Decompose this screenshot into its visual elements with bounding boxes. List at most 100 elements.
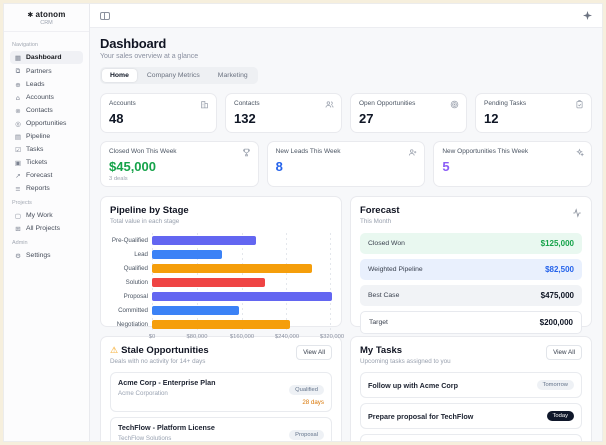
chart-bar-qualified[interactable] [152,263,313,273]
stale-view-all-button[interactable]: View All [296,345,332,360]
tickets-icon: ▣ [14,158,22,167]
forecast-title: Forecast [360,205,400,216]
bottom-panels: ⚠ Stale Opportunities Deals with no activ… [100,336,592,441]
tasks-subtitle: Upcoming tasks assigned to you [360,358,451,365]
stat-value: $45,000 [109,159,156,174]
leads-icon: ⊕ [15,80,21,89]
kpi-card-open-opportunities: Open Opportunities 27 [350,93,467,133]
forecast-subtitle: This Month [360,218,392,225]
kpi-value: 12 [484,111,499,126]
top-bar [90,4,602,28]
forecast-panel: Forecast This Month Closed Won $125,000 W… [350,196,592,334]
sidebar-item-accounts[interactable]: ⌂ Accounts [10,91,83,104]
chart-x-tick: $160,000 [229,334,255,340]
chart-x-tick: $0 [148,334,156,340]
stale-title: Stale Opportunities [121,345,209,356]
activity-icon [572,205,582,223]
tab-company-metrics[interactable]: Company Metrics [139,69,208,82]
sidebar-item-dashboard[interactable]: ▦ Dashboard [10,51,83,64]
sidebar-item-label: Reports [26,185,50,192]
sidebar-item-contacts[interactable]: ⊚ Contacts [10,104,83,117]
chart-bar-committed[interactable] [152,305,240,315]
forecast-row-best-case: Best Case $475,000 [360,285,582,306]
stat-value: 8 [275,159,283,174]
brand-logo-icon: ✱ [27,11,34,19]
due-badge: Tomorrow [536,380,574,390]
tab-home[interactable]: Home [102,69,137,82]
sidebar-item-label: Settings [26,252,51,259]
accounts-icon: ⌂ [15,93,21,102]
pipeline-chart: Pre-Qualified Lead Qualified Solution Propos… [110,233,344,341]
sidebar-item-reports[interactable]: ≡ Reports [10,182,83,195]
sidebar-item-label: Tickets [26,159,48,166]
sidebar-item-tasks[interactable]: ☑ Tasks [10,143,83,156]
brand-sub: CRM [40,20,53,26]
my-tasks-panel: My Tasks Upcoming tasks assigned to you … [350,336,592,441]
chart-bar-negotiation[interactable] [152,319,290,329]
tab-marketing[interactable]: Marketing [210,69,256,82]
task-item[interactable]: Follow up with Acme Corp Tomorrow [360,372,582,398]
sidebar-item-partners[interactable]: ⧉ Partners [10,64,83,78]
chart-category-label: Solution [125,278,148,286]
kpi-label: Accounts [109,100,136,107]
pipeline-title: Pipeline by Stage [110,205,189,216]
stat-card-closed-won: Closed Won This Week $45,000 3 deals [100,141,259,187]
warning-icon: ⚠ [110,345,119,356]
sidebar: ✱ atonom CRM Navigation ▦ Dashboard ⧉ Partn… [4,4,90,441]
opportunity-company: TechFlow Solutions [118,434,172,442]
page-title: Dashboard [100,36,167,51]
stale-item[interactable]: Acme Corp - Enterprise Plan Acme Corporat… [110,372,332,412]
task-item[interactable]: Schedule demo with Horizon Labs Feb 25 [360,434,582,441]
tasks-view-all-button[interactable]: View All [546,345,582,360]
task-title: Follow up with Acme Corp [368,380,458,390]
sidebar-item-all-projects[interactable]: ⊞ All Projects [10,222,83,235]
stale-item[interactable]: TechFlow - Platform License TechFlow Solu… [110,417,332,441]
sidebar-item-opportunities[interactable]: ◎ Opportunities [10,117,83,130]
contacts-icon: ⊚ [15,106,21,115]
chart-bar-pre-qualified[interactable] [152,235,257,245]
chart-bar-proposal[interactable] [152,291,332,301]
chart-x-tick: $320,000 [319,334,345,340]
pipeline-panel: Pipeline by Stage Total value in each st… [100,196,344,340]
clipboard-check-icon [575,100,584,109]
chart-category-label: Negotiation [116,320,148,328]
partners-icon: ⧉ [15,66,21,75]
stat-value: 5 [442,159,450,174]
stale-list: Acme Corp - Enterprise Plan Acme Corporat… [110,372,332,441]
task-item[interactable]: Prepare proposal for TechFlow Today [360,403,582,429]
sidebar-nav: Navigation ▦ Dashboard ⧉ Partners ⊕ Leads ⌂… [4,32,89,267]
sidebar-item-leads[interactable]: ⊕ Leads [10,78,83,91]
sidebar-item-my-work[interactable]: ▢ My Work [10,209,83,222]
sidebar-item-pipeline[interactable]: ▤ Pipeline [10,130,83,143]
nav-section-label: Navigation [12,42,38,48]
chart-bar-lead[interactable] [152,249,223,259]
sidebar-item-tickets[interactable]: ▣ Tickets [10,156,83,169]
sidebar-item-forecast[interactable]: ↗ Forecast [10,169,83,182]
stale-days: 28 days [302,399,324,406]
forecast-value: $125,000 [540,239,574,248]
chart-y-labels: Pre-Qualified Lead Qualified Solution Propos… [110,233,152,331]
stat-label: Closed Won This Week [109,148,177,155]
stage-badge: Proposal [289,430,324,440]
kpi-value: 132 [234,111,256,126]
chart-category-label: Lead [134,250,148,258]
chart-bar-solution[interactable] [152,277,265,287]
sidebar-toggle-icon[interactable] [100,11,110,20]
chart-category-label: Qualified [123,264,148,272]
stat-label: New Leads This Week [275,148,341,155]
forecast-value: $200,000 [539,318,573,327]
kpi-row: Accounts 48 Contacts 132 Open Opportunit… [100,93,592,133]
building-icon [200,100,209,109]
nav-section-label: Projects [12,200,32,206]
sidebar-item-label: Accounts [26,94,54,101]
opportunity-company: Acme Corporation [118,389,168,397]
chart-x-axis: $0 $80,000 $160,000 $240,000 $320,000 [148,331,344,341]
stale-opportunities-panel: ⚠ Stale Opportunities Deals with no activ… [100,336,342,441]
due-badge: Today [546,411,574,421]
forecast-row-closed-won: Closed Won $125,000 [360,233,582,254]
pipeline-subtitle: Total value in each stage [110,218,180,225]
sparkle-icon[interactable] [583,11,592,20]
page-subtitle: Your sales overview at a glance [100,53,199,60]
sidebar-item-label: My Work [26,212,53,219]
sidebar-item-settings[interactable]: ⚙ Settings [10,249,83,262]
